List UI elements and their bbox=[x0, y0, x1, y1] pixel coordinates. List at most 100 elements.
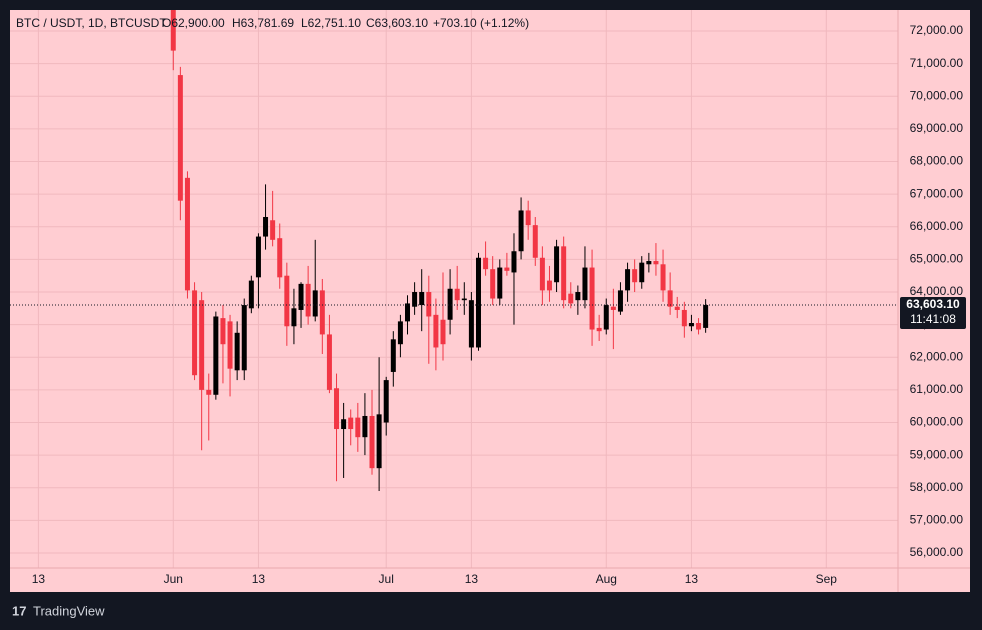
x-tick-label: 13 bbox=[685, 572, 699, 586]
candle-body bbox=[177, 75, 183, 201]
y-tick-label: 64,000.00 bbox=[910, 284, 964, 298]
x-tick-label: 13 bbox=[465, 572, 479, 586]
candle-body bbox=[383, 380, 389, 423]
legend-change: +703.10 (+1.12%) bbox=[433, 16, 529, 30]
candle-body bbox=[248, 280, 254, 309]
candle-body bbox=[440, 319, 446, 345]
y-tick-label: 68,000.00 bbox=[910, 154, 964, 168]
chart-background bbox=[10, 10, 970, 592]
x-tick-label: Jul bbox=[379, 572, 394, 586]
y-tick-label: 72,000.00 bbox=[910, 23, 964, 37]
candle-body bbox=[192, 290, 198, 376]
legend-open: O62,900.00 bbox=[162, 16, 225, 30]
candle-body bbox=[468, 300, 474, 348]
y-tick-label: 70,000.00 bbox=[910, 88, 964, 102]
candle-body bbox=[234, 332, 240, 371]
candle-body bbox=[660, 264, 666, 291]
candle-body bbox=[298, 283, 304, 310]
candle-body bbox=[213, 316, 219, 395]
y-tick-label: 60,000.00 bbox=[910, 415, 964, 429]
candle-body bbox=[554, 246, 560, 283]
candle-body bbox=[610, 306, 616, 310]
candle-body bbox=[412, 292, 418, 307]
candle-body bbox=[454, 288, 460, 301]
candle-body bbox=[632, 269, 638, 283]
candle-body bbox=[617, 290, 623, 312]
candle-body bbox=[490, 269, 496, 299]
candle-body bbox=[341, 419, 347, 430]
candle-body bbox=[603, 305, 609, 330]
candle-body bbox=[376, 414, 382, 469]
candle-body bbox=[419, 292, 425, 306]
plot-area bbox=[10, 10, 898, 568]
candle-body bbox=[220, 318, 226, 345]
candle-body bbox=[270, 220, 276, 240]
candle-body bbox=[504, 267, 510, 271]
candle-body bbox=[674, 306, 680, 310]
candle-body bbox=[227, 321, 233, 369]
candle-body bbox=[575, 292, 581, 301]
candle-body bbox=[518, 210, 524, 252]
candle-body bbox=[362, 415, 368, 438]
y-tick-label: 66,000.00 bbox=[910, 219, 964, 233]
candle-body bbox=[263, 216, 269, 237]
candle-body bbox=[653, 261, 659, 265]
candle-body bbox=[589, 267, 595, 330]
x-tick-label: 13 bbox=[32, 572, 46, 586]
candle-body bbox=[483, 257, 489, 270]
candle-body bbox=[355, 417, 361, 438]
candle-body bbox=[170, 10, 176, 51]
last-price-label: 63,603.10 bbox=[906, 297, 960, 311]
candle-body bbox=[688, 323, 694, 327]
y-tick-label: 61,000.00 bbox=[910, 382, 964, 396]
candle-body bbox=[319, 290, 325, 335]
candle-body bbox=[405, 303, 411, 322]
candle-body bbox=[305, 283, 311, 317]
candle-body bbox=[511, 251, 517, 273]
legend-symbol: BTC / USDT, 1D, BTCUSDT bbox=[16, 16, 167, 30]
y-tick-label: 71,000.00 bbox=[910, 56, 964, 70]
candle-body bbox=[639, 262, 645, 283]
y-tick-label: 57,000.00 bbox=[910, 513, 964, 527]
candle-body bbox=[625, 269, 631, 291]
x-tick-label: Jun bbox=[164, 572, 183, 586]
y-tick-label: 59,000.00 bbox=[910, 447, 964, 461]
y-tick-label: 65,000.00 bbox=[910, 252, 964, 266]
candle-body bbox=[568, 293, 574, 304]
candle-body bbox=[596, 327, 602, 332]
x-tick-label: 13 bbox=[252, 572, 266, 586]
candle-body bbox=[532, 225, 538, 258]
candle-body bbox=[241, 305, 247, 371]
candle-body bbox=[561, 246, 567, 301]
candle-body bbox=[525, 210, 531, 226]
candle-body bbox=[539, 257, 545, 291]
countdown-label: 11:41:08 bbox=[910, 312, 956, 326]
candle-body bbox=[291, 308, 297, 327]
candle-body bbox=[184, 177, 190, 291]
candle-body bbox=[390, 339, 396, 372]
legend-high: H63,781.69 bbox=[232, 16, 294, 30]
y-tick-label: 58,000.00 bbox=[910, 480, 964, 494]
candle-body bbox=[681, 309, 687, 327]
candle-body bbox=[277, 238, 283, 278]
y-tick-label: 69,000.00 bbox=[910, 121, 964, 135]
candle-body bbox=[326, 334, 332, 390]
brand: TradingView bbox=[33, 603, 105, 618]
last-price-box bbox=[900, 296, 966, 329]
candle-body bbox=[461, 298, 467, 301]
candle-body bbox=[255, 236, 261, 278]
x-tick-label: Sep bbox=[816, 572, 838, 586]
candle-body bbox=[667, 290, 673, 307]
candle-body bbox=[312, 290, 318, 317]
brand-logo: 17 bbox=[12, 603, 26, 618]
legend-close: C63,603.10 bbox=[366, 16, 428, 30]
candle-body bbox=[348, 417, 354, 430]
candle-body bbox=[426, 292, 432, 317]
candle-body bbox=[334, 388, 340, 430]
x-tick-label: Aug bbox=[596, 572, 617, 586]
candle-body bbox=[703, 304, 709, 328]
candle-body bbox=[199, 300, 205, 390]
candle-body bbox=[397, 321, 403, 345]
candle-body bbox=[447, 288, 453, 320]
